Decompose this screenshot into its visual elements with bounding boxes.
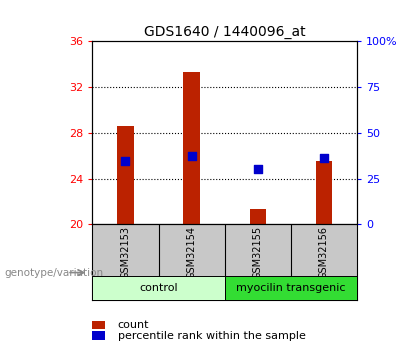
Bar <box>117 126 134 224</box>
Bar <box>249 209 266 224</box>
Bar <box>92 276 225 300</box>
Text: GSM32155: GSM32155 <box>253 226 263 279</box>
Text: count: count <box>118 321 149 330</box>
Point <box>320 155 327 161</box>
Bar <box>316 161 332 224</box>
Text: myocilin transgenic: myocilin transgenic <box>236 283 346 293</box>
Title: GDS1640 / 1440096_at: GDS1640 / 1440096_at <box>144 25 305 39</box>
Point <box>122 159 129 164</box>
Text: GSM32153: GSM32153 <box>121 226 131 279</box>
Text: GSM32156: GSM32156 <box>319 226 329 279</box>
Point <box>188 153 195 158</box>
Text: GSM32154: GSM32154 <box>186 226 197 279</box>
Text: genotype/variation: genotype/variation <box>4 268 103 277</box>
Text: control: control <box>139 283 178 293</box>
Bar <box>225 276 357 300</box>
Text: percentile rank within the sample: percentile rank within the sample <box>118 331 305 341</box>
Point <box>255 167 261 172</box>
Bar <box>184 72 200 224</box>
